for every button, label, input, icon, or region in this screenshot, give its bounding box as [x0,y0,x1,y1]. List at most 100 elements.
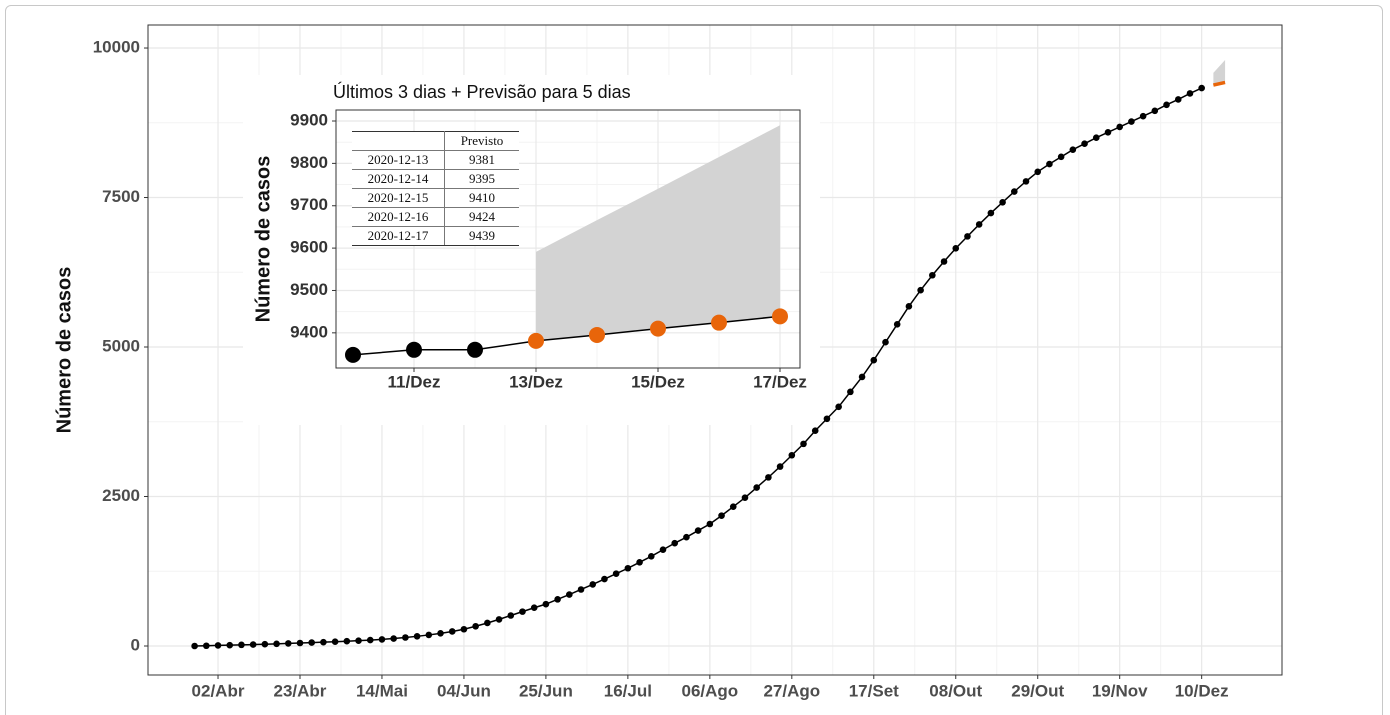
point [711,314,727,331]
point [1139,112,1147,120]
point [1034,168,1042,176]
x-tick-label: 04/Jun [437,681,491,700]
point [729,503,737,510]
connector-line [474,340,537,351]
point [683,533,690,541]
table-header: Previsto [352,131,519,151]
point [647,553,655,560]
point [542,600,550,608]
x-tick-label: 11/Dez [388,372,441,391]
point [1163,101,1170,109]
point [772,308,788,325]
table-cell: 9410 [444,188,519,208]
point [718,512,725,519]
point [530,604,538,612]
y-tick-label: 9700 [290,195,328,214]
y-tick-label: 10000 [93,38,140,57]
forecast-band [1213,59,1226,86]
point [226,641,234,649]
point [519,608,526,615]
point [753,484,760,491]
point [999,198,1006,206]
y-tick-label: 7500 [102,187,140,206]
point [624,564,632,572]
point [495,616,503,623]
point [273,640,280,648]
table-cell: 2020-12-16 [352,207,445,227]
point [284,640,292,647]
table-row: 2020-12-13 9381 [352,150,519,170]
point [940,258,948,265]
point [1069,146,1077,153]
point [1151,107,1159,115]
point [507,612,515,619]
point [460,625,468,633]
point [577,586,585,593]
point [741,494,749,502]
table-row: 2020-12-16 9424 [352,207,519,227]
point [425,631,433,639]
point [1057,153,1065,161]
point [1186,90,1194,97]
point [355,637,362,644]
point [601,575,608,583]
point [987,209,995,217]
point [467,341,483,358]
point [1174,96,1182,103]
point [238,641,245,649]
point [893,320,901,328]
x-tick-label: 17/Dez [753,372,807,391]
point [858,373,866,381]
point [905,303,913,310]
table-cell: Previsto [444,131,519,151]
table-cell: 2020-12-15 [352,188,445,208]
point [1011,188,1018,195]
point [214,642,222,649]
y-tick-label: 9400 [290,322,328,341]
y-tick-label: 2500 [102,486,140,505]
point [870,356,878,364]
point [636,558,643,566]
point [406,341,422,358]
point [566,591,573,598]
point [1092,134,1100,142]
y-tick-label: 5000 [102,336,140,355]
y-axis-title: Número de casos [252,156,274,323]
point [261,640,269,648]
x-tick-label: 13/Dez [509,372,563,391]
x-tick-label: 27/Ago [763,681,820,700]
x-tick-label: 15/Dez [631,372,685,391]
point [437,630,444,637]
x-tick-label: 23/Abr [274,681,327,700]
point [320,638,327,646]
point [296,639,304,647]
point [800,440,807,448]
point [650,320,666,337]
point [331,638,339,645]
x-tick-label: 29/Out [1011,681,1064,700]
table-empty-cell [352,131,445,151]
panel-border [147,24,1283,676]
table-cell: 9395 [444,169,519,189]
frame [5,5,1383,715]
point [929,271,936,279]
forecast-band [536,125,780,341]
table-cell: 9381 [444,150,519,170]
table-cell: 2020-12-13 [352,150,445,170]
y-tick-label: 9800 [290,153,328,172]
table-cell: 9439 [444,226,519,246]
point [952,245,960,252]
y-tick-label: 0 [131,635,140,654]
point [1104,129,1112,136]
point [589,581,597,588]
point [448,628,456,635]
x-tick-label: 25/Jun [519,681,573,700]
point [343,637,351,645]
table-cell: 2020-12-17 [352,226,445,246]
point [345,346,361,363]
x-tick-label: 14/Mai [356,681,408,700]
point [484,619,491,627]
point [390,635,397,642]
